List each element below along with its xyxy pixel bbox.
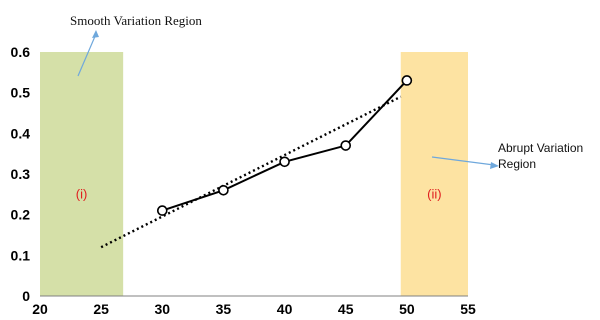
series-line <box>161 79 408 212</box>
x-tick-label: 25 <box>93 301 109 317</box>
trendline-group <box>100 95 402 249</box>
y-tick-label: 0 <box>22 288 30 304</box>
smooth-region-annotation: Smooth Variation Region <box>70 13 202 28</box>
data-point <box>218 184 229 196</box>
y-tick-label: 0.4 <box>11 125 31 141</box>
shaded-regions: (i) (ii) <box>40 52 468 296</box>
y-tick-label: 0.3 <box>11 166 31 182</box>
smooth-region-arrow-line <box>77 33 97 77</box>
data-point <box>401 75 413 86</box>
data-point <box>340 140 352 151</box>
abrupt-region-annotation-line2: Region <box>498 157 536 171</box>
abrupt-region-arrowhead <box>490 162 499 169</box>
data-point <box>279 156 290 168</box>
trendline <box>100 95 402 249</box>
region-2-label: (ii) <box>427 186 441 201</box>
abrupt-region-annotation-line1: Abrupt Variation <box>498 141 583 155</box>
region-1-band <box>40 52 124 296</box>
x-tick-label: 40 <box>277 301 293 317</box>
region-1-label: (i) <box>76 186 88 201</box>
x-tick-label: 45 <box>338 301 354 317</box>
x-tick-label: 55 <box>460 301 476 317</box>
region-2-band <box>400 52 468 296</box>
x-tick-label: 50 <box>399 301 415 317</box>
series-group <box>156 75 413 216</box>
x-tick-label: 35 <box>216 301 232 317</box>
y-tick-label: 0.5 <box>11 85 31 101</box>
abrupt-region-arrow-line <box>431 156 495 166</box>
annotations: Smooth Variation Region Abrupt Variation… <box>70 13 583 171</box>
y-tick-label: 0.1 <box>11 247 31 263</box>
x-tick-label: 20 <box>32 301 48 317</box>
x-tick-label: 30 <box>154 301 170 317</box>
axes: 20 25 30 35 40 45 50 55 0 0.1 0.2 0.3 0.4 0.5 0.6 <box>11 44 476 317</box>
y-tick-label: 0.6 <box>11 44 31 60</box>
y-tick-label: 0.2 <box>11 207 31 223</box>
smooth-region-arrowhead <box>92 30 99 38</box>
data-point <box>156 205 168 216</box>
